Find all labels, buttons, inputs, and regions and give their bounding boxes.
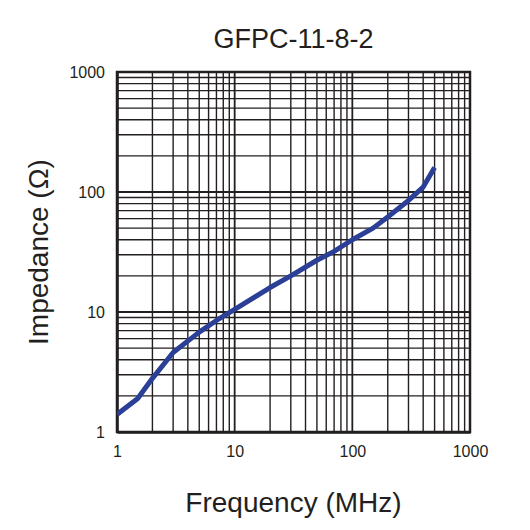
minor-grid-x — [305, 72, 306, 432]
tick-label: 100 — [339, 443, 366, 460]
tick: 1000 — [453, 432, 489, 460]
grid — [117, 72, 470, 432]
minor-grid-y — [117, 107, 470, 108]
tick-label: 10 — [87, 304, 105, 321]
minor-grid-x — [443, 72, 444, 432]
y-axis: 1 10 100 1000 — [69, 64, 117, 441]
plot: 1 10 100 1000 1 10 100 1000 — [69, 64, 488, 461]
minor-grid-y — [117, 155, 470, 156]
minor-grid-y — [117, 134, 470, 135]
minor-grid-y — [117, 83, 470, 84]
axis-line — [116, 73, 119, 433]
plot-frame — [117, 72, 470, 432]
chart-title: GFPC-11-8-2 — [213, 24, 373, 54]
tick: 1 — [113, 432, 122, 460]
minor-grid-y — [117, 254, 470, 255]
minor-grid-y — [117, 119, 470, 120]
minor-grid-x — [229, 72, 230, 432]
minor-grid-y — [117, 98, 470, 99]
minor-grid-y — [117, 330, 470, 331]
x-axis: 1 10 100 1000 — [113, 432, 488, 460]
tick: 10 — [87, 304, 117, 321]
tick: 10 — [226, 432, 244, 460]
minor-grid-x — [326, 72, 327, 432]
minor-grid-x — [172, 72, 173, 432]
minor-grid-x — [408, 72, 409, 432]
minor-grid-x — [199, 72, 200, 432]
minor-grid-y — [117, 239, 470, 240]
impedance-line — [117, 168, 435, 415]
minor-grid-x — [290, 72, 291, 432]
grid-y — [117, 431, 470, 433]
axis-line — [118, 431, 471, 434]
minor-grid-y — [117, 227, 470, 228]
tick-label: 1000 — [69, 64, 105, 81]
tick-label: 100 — [78, 184, 105, 201]
y-axis-title: Impedance (Ω) — [23, 159, 54, 345]
minor-grid-x — [458, 72, 459, 432]
tick: 1 — [96, 424, 117, 441]
minor-grid-y — [117, 210, 470, 211]
minor-grid-x — [340, 72, 341, 432]
tick: 1000 — [69, 64, 117, 81]
minor-grid-y — [117, 347, 470, 348]
minor-grid-x — [387, 72, 388, 432]
tick: 100 — [78, 184, 117, 201]
minor-grid-x — [216, 72, 217, 432]
x-axis-title: Frequency (MHz) — [185, 487, 401, 518]
tick: 100 — [339, 432, 366, 460]
minor-grid-x — [269, 72, 270, 432]
minor-grid-x — [346, 72, 347, 432]
grid-y — [117, 311, 470, 313]
minor-grid-x — [464, 72, 465, 432]
minor-grid-x — [316, 72, 317, 432]
minor-grid-x — [434, 72, 435, 432]
tick-label: 10 — [226, 443, 244, 460]
minor-grid-y — [117, 323, 470, 324]
minor-grid-y — [117, 218, 470, 219]
tick-label: 1 — [113, 443, 122, 460]
minor-grid-x — [208, 72, 209, 432]
tick-label: 1000 — [453, 443, 489, 460]
tick-label: 1 — [96, 424, 105, 441]
minor-grid-y — [117, 374, 470, 375]
minor-grid-x — [422, 72, 423, 432]
minor-grid-y — [117, 395, 470, 396]
minor-grid-y — [117, 197, 470, 198]
minor-grid-y — [117, 77, 470, 78]
grid-x — [351, 72, 353, 432]
minor-grid-y — [117, 203, 470, 204]
minor-grid-y — [117, 317, 470, 318]
minor-grid-y — [117, 90, 470, 91]
minor-grid-x — [223, 72, 224, 432]
series-group — [117, 168, 435, 415]
minor-grid-x — [187, 72, 188, 432]
minor-grid-x — [451, 72, 452, 432]
grid-x — [116, 72, 118, 432]
minor-grid-y — [117, 338, 470, 339]
grid-x — [234, 72, 236, 432]
